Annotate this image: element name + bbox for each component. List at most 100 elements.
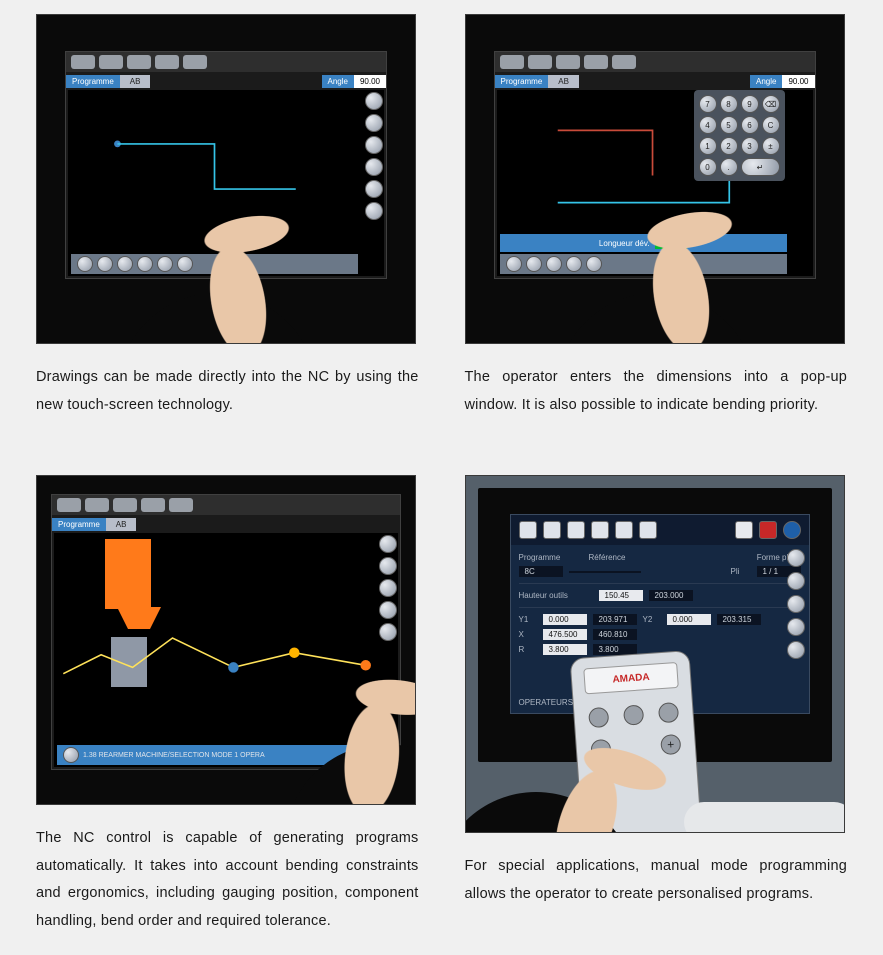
photo-4: Programme Référence Forme pli 0 8C Pli 1… xyxy=(465,475,845,833)
cycle-icon[interactable] xyxy=(783,521,801,539)
stop-icon[interactable] xyxy=(759,521,777,539)
header-label: Programme xyxy=(519,553,583,562)
side-button[interactable] xyxy=(379,557,397,575)
forme-label: Forme pli xyxy=(757,553,790,562)
toolbar-button[interactable] xyxy=(71,55,95,69)
tab-ab[interactable]: AB xyxy=(548,75,579,88)
toolbar-button[interactable] xyxy=(85,498,109,512)
side-button[interactable] xyxy=(787,618,805,636)
side-buttons xyxy=(787,549,805,659)
remote-button[interactable] xyxy=(657,702,678,723)
mode-icon[interactable] xyxy=(639,521,657,539)
footer-button[interactable] xyxy=(506,256,522,272)
programme-value: 8C xyxy=(519,566,563,577)
reference-value xyxy=(569,571,641,573)
toolbar-button[interactable] xyxy=(183,55,207,69)
side-button[interactable] xyxy=(787,572,805,590)
tab-bar: Programme AB Angle 90.00 xyxy=(495,72,815,90)
key-9[interactable]: 9 xyxy=(741,95,759,113)
angle-value: 90.00 xyxy=(782,75,814,88)
side-button[interactable] xyxy=(787,595,805,613)
side-buttons xyxy=(379,535,397,641)
mode-icon[interactable] xyxy=(567,521,585,539)
panel-3: Programme AB xyxy=(36,475,419,935)
toolbar xyxy=(495,52,815,72)
key-dot[interactable]: . xyxy=(720,158,738,176)
toolbar-button[interactable] xyxy=(113,498,137,512)
toolbar-button[interactable] xyxy=(155,55,179,69)
photo-3: Programme AB xyxy=(36,475,416,805)
side-button[interactable] xyxy=(379,535,397,553)
toolbar-button[interactable] xyxy=(528,55,552,69)
footer-button[interactable] xyxy=(526,256,542,272)
key-3[interactable]: 3 xyxy=(741,137,759,155)
toolbar-button[interactable] xyxy=(584,55,608,69)
toolbar-button[interactable] xyxy=(99,55,123,69)
footer-button[interactable] xyxy=(546,256,562,272)
tab-bar: Programme AB Angle 90.00 xyxy=(66,72,386,90)
mode-icon[interactable] xyxy=(615,521,633,539)
toolbar-button[interactable] xyxy=(500,55,524,69)
row-label: Y1 xyxy=(519,615,537,624)
footer-button[interactable] xyxy=(97,256,113,272)
mode-icons xyxy=(511,515,809,545)
toolbar-button[interactable] xyxy=(127,55,151,69)
tab-programme[interactable]: Programme xyxy=(52,518,106,531)
hauteur-value[interactable]: 150.45 xyxy=(599,590,643,601)
mode-icon[interactable] xyxy=(591,521,609,539)
side-button[interactable] xyxy=(787,549,805,567)
toolbar-button[interactable] xyxy=(556,55,580,69)
key-7[interactable]: 7 xyxy=(699,95,717,113)
mode-icon[interactable] xyxy=(735,521,753,539)
side-button[interactable] xyxy=(379,579,397,597)
tab-ab[interactable]: AB xyxy=(120,75,151,88)
row-value[interactable]: 0.000 xyxy=(543,614,587,625)
row-value[interactable]: 3.800 xyxy=(543,644,587,655)
side-button[interactable] xyxy=(365,158,383,176)
key-4[interactable]: 4 xyxy=(699,116,717,134)
key-clear[interactable]: C xyxy=(762,116,780,134)
row-value[interactable]: 0.000 xyxy=(667,614,711,625)
tab-bar: Programme AB xyxy=(52,515,400,533)
side-button[interactable] xyxy=(379,623,397,641)
side-button[interactable] xyxy=(379,601,397,619)
toolbar-button[interactable] xyxy=(169,498,193,512)
side-button[interactable] xyxy=(787,641,805,659)
toolbar-button[interactable] xyxy=(57,498,81,512)
side-buttons xyxy=(365,92,383,220)
caption-text: Drawings can be made directly into the N… xyxy=(36,364,419,419)
footer-button[interactable] xyxy=(77,256,93,272)
hauteur-label: Hauteur outils xyxy=(519,591,593,600)
product-grid: Programme AB Angle 90.00 xyxy=(0,14,883,935)
side-button[interactable] xyxy=(365,114,383,132)
key-5[interactable]: 5 xyxy=(720,116,738,134)
key-backspace[interactable]: ⌫ xyxy=(762,95,780,113)
mode-icon[interactable] xyxy=(543,521,561,539)
photo-2: Programme AB Angle 90.00 7 8 9 ⌫ 4 xyxy=(465,14,845,344)
key-6[interactable]: 6 xyxy=(741,116,759,134)
side-button[interactable] xyxy=(365,180,383,198)
caption-text: The NC control is capable of generating … xyxy=(36,825,419,935)
tab-programme[interactable]: Programme xyxy=(66,75,120,88)
hauteur-value: 203.000 xyxy=(649,590,693,601)
row-label: Y2 xyxy=(643,615,661,624)
side-button[interactable] xyxy=(365,202,383,220)
toolbar-button[interactable] xyxy=(612,55,636,69)
caption-text: The operator enters the dimensions into … xyxy=(465,364,848,419)
key-sign[interactable]: ± xyxy=(762,137,780,155)
key-2[interactable]: 2 xyxy=(720,137,738,155)
table-edge xyxy=(684,802,845,833)
mode-icon[interactable] xyxy=(519,521,537,539)
key-0[interactable]: 0 xyxy=(699,158,717,176)
side-button[interactable] xyxy=(365,136,383,154)
key-8[interactable]: 8 xyxy=(720,95,738,113)
footer-button[interactable] xyxy=(63,747,79,763)
tab-programme[interactable]: Programme xyxy=(495,75,549,88)
key-enter[interactable]: ↵ xyxy=(741,158,780,176)
toolbar-button[interactable] xyxy=(141,498,165,512)
key-1[interactable]: 1 xyxy=(699,137,717,155)
remote-brand: AMADA xyxy=(583,662,679,694)
tab-ab[interactable]: AB xyxy=(106,518,137,531)
side-button[interactable] xyxy=(365,92,383,110)
row-value[interactable]: 476.500 xyxy=(543,629,587,640)
